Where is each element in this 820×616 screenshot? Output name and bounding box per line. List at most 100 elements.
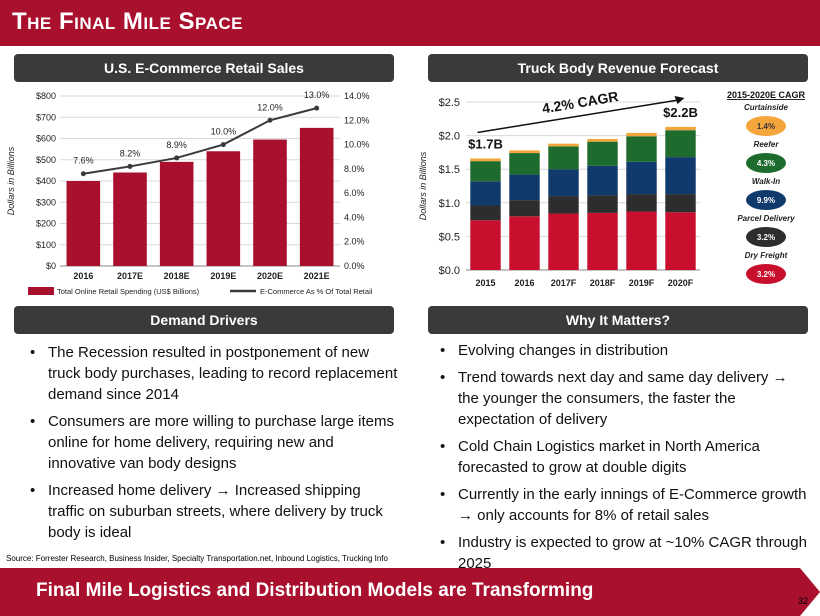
stack-segment — [548, 146, 579, 170]
x-tick-label: 2018F — [590, 278, 616, 288]
stack-segment — [470, 158, 501, 162]
stack-segment — [665, 126, 696, 131]
y2-tick-label: 12.0% — [344, 115, 370, 125]
stack-segment — [548, 143, 579, 147]
x-tick-label: 2018E — [164, 271, 190, 281]
stack-segment — [587, 165, 618, 196]
line-point — [267, 117, 273, 123]
y2-tick-label: 10.0% — [344, 140, 370, 150]
y2-tick-label: 14.0% — [344, 91, 370, 101]
cagr-legend-name: Parcel Delivery — [737, 214, 795, 223]
y2-tick-label: 6.0% — [344, 188, 365, 198]
stack-segment — [665, 157, 696, 195]
stack-segment — [509, 216, 540, 270]
line-point — [174, 155, 180, 161]
line-point — [220, 142, 226, 148]
cagr-legend-value: 3.2% — [757, 233, 775, 242]
stack-segment — [626, 211, 657, 270]
y-axis-label: Dollars in Billions — [6, 146, 16, 215]
x-tick-label: 2017F — [551, 278, 577, 288]
cagr-legend-pill — [746, 264, 786, 284]
x-tick-label: 2021E — [304, 271, 330, 281]
y2-tick-label: 0.0% — [344, 261, 365, 271]
x-tick-label: 2019E — [210, 271, 236, 281]
cagr-legend-name: Curtainside — [744, 103, 789, 112]
stack-segment — [587, 138, 618, 142]
footer-title: Final Mile Logistics and Distribution Mo… — [36, 580, 594, 601]
cagr-legend-pill — [746, 227, 786, 247]
x-tick-label: 2020F — [668, 278, 694, 288]
stack-segment — [470, 161, 501, 182]
cagr-legend-pill — [746, 190, 786, 210]
cagr-arrowhead — [674, 96, 685, 104]
stack-segment — [470, 220, 501, 270]
data-label: 7.6% — [73, 156, 94, 166]
why-item: Trend towards next day and same day deli… — [436, 367, 812, 430]
x-tick-label: 2019F — [629, 278, 655, 288]
y-tick-label: $200 — [36, 219, 56, 229]
stack-segment — [626, 194, 657, 212]
y-tick-label: $100 — [36, 240, 56, 250]
y-tick-label: $2.0 — [439, 131, 460, 143]
demand-drivers-list: The Recession resulted in postponement o… — [26, 342, 398, 549]
data-label: 10.0% — [211, 127, 237, 137]
y-tick-label: $400 — [36, 176, 56, 186]
cagr-legend-name: Walk-In — [752, 177, 780, 186]
end-annotation: $2.2B — [663, 105, 698, 120]
legend-swatch-bar — [28, 287, 54, 295]
data-label: 8.9% — [166, 140, 187, 150]
why-it-matters-list: Evolving changes in distribution Trend t… — [436, 340, 812, 580]
y2-tick-label: 4.0% — [344, 212, 365, 222]
start-annotation: $1.7B — [468, 136, 503, 151]
stack-segment — [470, 181, 501, 206]
cagr-legend-value: 3.2% — [757, 270, 775, 279]
why-it-matters-title: Why It Matters? — [428, 306, 808, 334]
line-point — [127, 163, 133, 169]
cagr-arrow — [477, 99, 679, 134]
stack-segment — [665, 212, 696, 270]
legend-label: E-Commerce As % Of Total Retail — [260, 287, 373, 296]
header-bar — [0, 0, 820, 46]
source-note: Source: Forrester Research, Business Ins… — [6, 554, 388, 563]
stack-segment — [509, 200, 540, 217]
demand-driver-item: The Recession resulted in postponement o… — [26, 342, 398, 405]
stack-segment — [626, 136, 657, 162]
data-label: 13.0% — [304, 90, 330, 100]
x-tick-label: 2017E — [117, 271, 143, 281]
y-tick-label: $0.0 — [439, 265, 460, 277]
stack-segment — [509, 153, 540, 175]
bar — [113, 172, 147, 266]
demand-driver-item: Consumers are more willing to purchase l… — [26, 411, 398, 474]
cagr-legend-pill — [746, 116, 786, 136]
data-label: 12.0% — [257, 102, 283, 112]
bar — [299, 127, 334, 266]
y-tick-label: $1.0 — [439, 198, 460, 210]
page-title: The Final Mile Space — [12, 8, 244, 35]
why-item: Industry is expected to grow at ~10% CAG… — [436, 532, 812, 574]
y2-tick-label: 8.0% — [344, 164, 365, 174]
x-tick-label: 2020E — [257, 271, 283, 281]
y2-tick-label: 2.0% — [344, 237, 365, 247]
stack-segment — [587, 212, 618, 270]
legend-label: Total Online Retail Spending (US$ Billio… — [57, 287, 200, 296]
stack-segment — [587, 195, 618, 213]
stack-segment — [509, 150, 540, 154]
demand-drivers-title: Demand Drivers — [14, 306, 394, 334]
stack-segment — [548, 213, 579, 270]
y-tick-label: $2.5 — [439, 97, 460, 109]
y-tick-label: $500 — [36, 155, 56, 165]
truck-section-title: Truck Body Revenue Forecast — [428, 54, 808, 82]
why-item: Evolving changes in distribution — [436, 340, 812, 361]
stack-segment — [548, 196, 579, 214]
cagr-legend-name: Reefer — [754, 140, 780, 149]
ecommerce-chart: $0 $100 $200 $300 $400 $500 $600 $700 $800 0.0% 2.… — [6, 90, 373, 296]
stack-segment — [665, 130, 696, 158]
cagr-label: 4.2% CAGR — [541, 88, 620, 116]
y-tick-label: $700 — [36, 112, 56, 122]
cagr-legend-title: 2015-2020E CAGR — [727, 90, 806, 100]
why-item: Currently in the early innings of E-Comm… — [436, 484, 812, 526]
cagr-legend-value: 1.4% — [757, 122, 775, 131]
y-axis-label: Dollars in Billions — [418, 151, 428, 220]
ecommerce-section-title: U.S. E-Commerce Retail Sales — [14, 54, 394, 82]
y-tick-label: $1.5 — [439, 164, 460, 176]
